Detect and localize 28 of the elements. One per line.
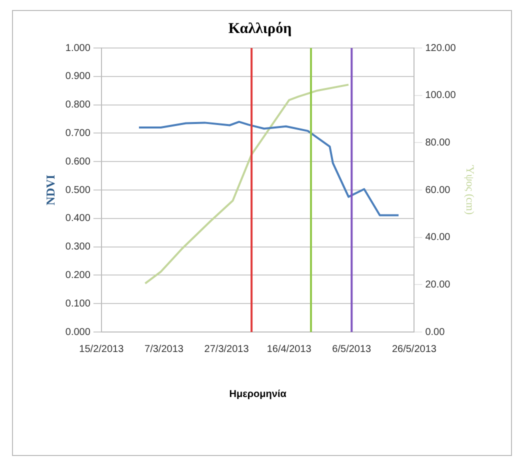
y2-tick-label: 60.00 (425, 184, 451, 196)
y2-tick-label: 100.00 (425, 90, 456, 102)
x-tick-label: 7/3/2013 (144, 344, 184, 355)
y-tick-label: 0.300 (65, 242, 91, 253)
x-tick-label: 27/3/2013 (204, 344, 250, 355)
y-tick-label: 0.800 (65, 100, 91, 111)
y-axis-title: NDVI (43, 174, 58, 206)
y-tick-label: 0.700 (65, 128, 91, 139)
x-tick-label: 16/4/2013 (266, 344, 312, 355)
y2-tick-label: 80.00 (425, 137, 451, 148)
y-tick-label: 0.100 (65, 298, 91, 310)
y2-tick-label: 40.00 (425, 232, 451, 244)
y-tick-label: 0.400 (65, 213, 91, 224)
x-axis-title: Ημερομηνία (229, 388, 288, 400)
y-tick-label: 0.200 (65, 270, 91, 281)
y-tick-label: 0.000 (65, 326, 91, 338)
x-tick-label: 15/2/2013 (79, 344, 124, 355)
chart-title: Καλλιρόη (228, 20, 292, 37)
x-tick-label: 6/5/2013 (332, 344, 372, 355)
y2-tick-label: 0.00 (425, 326, 446, 338)
x-tick-label: 26/5/2013 (392, 344, 437, 355)
y2-tick-label: 120.00 (425, 42, 456, 54)
y-tick-label: 0.500 (65, 184, 91, 196)
y2-axis-title: Ύψος (cm) (464, 164, 476, 215)
y2-tick-label: 20.00 (425, 279, 451, 290)
y-tick-label: 0.900 (65, 71, 91, 82)
y-tick-label: 1.000 (65, 42, 91, 54)
y-tick-label: 0.600 (65, 156, 91, 168)
